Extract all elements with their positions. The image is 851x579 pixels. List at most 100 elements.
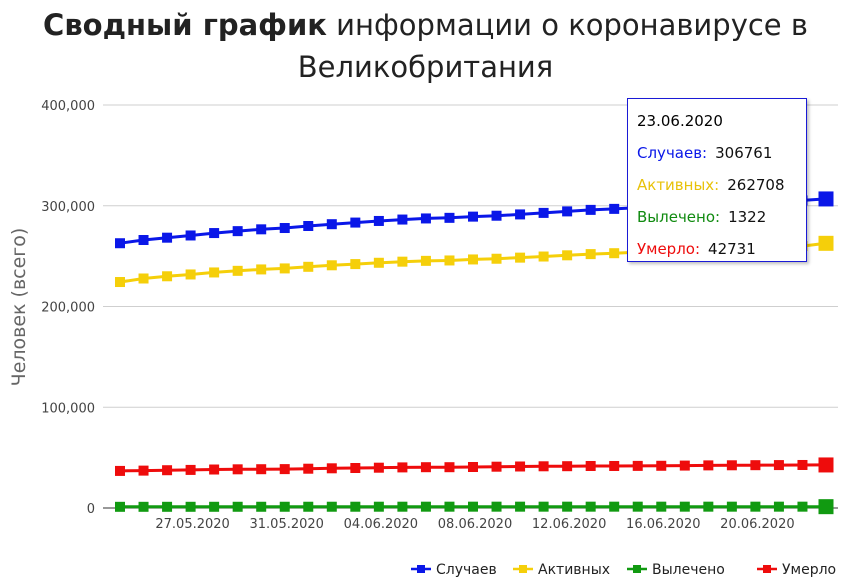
data-point <box>162 501 173 512</box>
x-tick-label: 08.06.2020 <box>438 517 512 532</box>
data-point <box>256 501 267 512</box>
chart-title: Сводный график информации о коронавирусе… <box>0 4 851 88</box>
data-point <box>585 204 596 215</box>
data-point <box>797 459 808 470</box>
legend-marker <box>519 565 527 573</box>
data-point <box>256 264 267 275</box>
data-point <box>515 501 526 512</box>
data-point <box>562 461 573 472</box>
tooltip-date: 23.06.2020 <box>637 112 723 130</box>
tooltip-row-active: Активных: 262708 <box>637 173 806 205</box>
data-point <box>279 223 290 234</box>
data-point <box>350 501 361 512</box>
data-point <box>585 501 596 512</box>
data-point <box>256 224 267 235</box>
data-point <box>279 263 290 274</box>
data-point <box>538 501 549 512</box>
data-point <box>350 463 361 474</box>
data-point <box>726 501 737 512</box>
tooltip-row-cases: Случаев: 306761 <box>637 141 806 173</box>
chart-title-rest: информации о коронавирусе в Великобритан… <box>297 8 808 84</box>
data-point <box>185 464 196 475</box>
data-point <box>515 461 526 472</box>
data-point <box>491 501 502 512</box>
data-point <box>256 464 267 475</box>
tooltip-label-recovered: Вылечено: <box>637 208 721 226</box>
data-point <box>562 250 573 261</box>
data-point <box>538 461 549 472</box>
data-point <box>420 213 431 224</box>
data-point <box>420 501 431 512</box>
y-tick-label: 100,000 <box>41 401 95 416</box>
data-point <box>491 210 502 221</box>
data-point <box>138 273 149 284</box>
data-point <box>444 462 455 473</box>
data-point <box>185 501 196 512</box>
data-point <box>609 248 620 259</box>
data-point <box>562 501 573 512</box>
data-point <box>138 235 149 246</box>
data-point <box>538 207 549 218</box>
data-point <box>326 463 337 474</box>
data-point <box>303 221 314 232</box>
data-point <box>679 501 690 512</box>
data-point <box>373 501 384 512</box>
data-point <box>373 215 384 226</box>
legend-label: Активных <box>538 562 610 578</box>
tooltip-value-recovered: 1322 <box>728 208 767 226</box>
data-point <box>818 235 834 251</box>
data-point <box>350 259 361 270</box>
data-point <box>491 253 502 264</box>
data-point <box>562 206 573 217</box>
data-point <box>420 462 431 473</box>
data-point <box>538 251 549 262</box>
data-point <box>115 238 125 249</box>
legend-label: Умерло <box>782 562 836 578</box>
data-point <box>303 501 314 512</box>
data-point <box>115 277 125 288</box>
data-point <box>185 269 196 280</box>
data-point <box>726 460 737 471</box>
data-point <box>115 465 125 476</box>
data-point <box>232 265 243 276</box>
legend-marker <box>763 565 771 573</box>
data-point <box>773 460 784 471</box>
data-point <box>750 460 761 471</box>
x-tick-label: 04.06.2020 <box>344 517 418 532</box>
y-tick-label: 200,000 <box>41 301 95 316</box>
data-point <box>632 460 643 471</box>
data-point <box>679 460 690 471</box>
data-point <box>468 211 478 222</box>
data-point <box>162 271 173 282</box>
data-point <box>818 499 834 515</box>
data-point <box>703 460 714 471</box>
data-point <box>818 191 834 207</box>
data-point <box>115 501 125 512</box>
data-point <box>185 230 196 241</box>
data-point <box>397 462 408 473</box>
data-point <box>444 501 455 512</box>
data-point <box>444 255 455 266</box>
data-point <box>326 260 337 271</box>
data-point <box>138 465 149 476</box>
data-point <box>818 457 834 473</box>
tooltip-label-active: Активных: <box>637 176 720 194</box>
data-point <box>279 501 290 512</box>
x-tick-label: 27.05.2020 <box>155 517 229 532</box>
tooltip-value-cases: 306761 <box>715 144 773 162</box>
legend-label: Случаев <box>436 562 497 578</box>
data-point <box>468 254 478 265</box>
data-point <box>232 464 243 475</box>
legend-label: Вылечено <box>652 562 725 578</box>
data-point <box>585 249 596 260</box>
data-point <box>585 460 596 471</box>
data-point <box>420 255 431 266</box>
data-point <box>397 501 408 512</box>
y-tick-label: 400,000 <box>41 99 95 114</box>
data-point <box>773 501 784 512</box>
data-point <box>373 462 384 473</box>
data-point <box>209 464 220 475</box>
tooltip: 23.06.2020 Случаев: 306761 Активных: 26270… <box>627 98 807 262</box>
data-point <box>468 501 478 512</box>
data-point <box>609 203 620 214</box>
